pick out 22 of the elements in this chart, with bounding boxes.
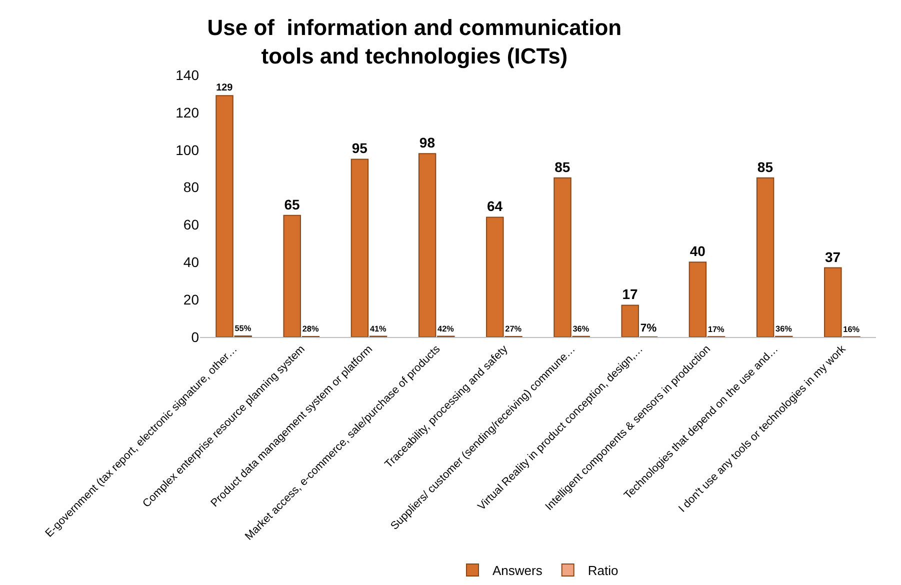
chart-title: Use of information and communication tools and technologies (ICTs) [207, 15, 622, 69]
data-label: 40 [690, 243, 706, 260]
y-tick-label: 20 [183, 291, 200, 308]
data-label: 95 [352, 140, 368, 156]
data-label: 85 [554, 158, 570, 175]
legend-label: Ratio [588, 563, 618, 578]
data-label: 98 [419, 134, 436, 151]
y-tick-label: 40 [183, 254, 200, 270]
data-label: 65 [284, 196, 300, 212]
y-tick-label: 60 [183, 216, 200, 233]
legend-label: Answers [492, 563, 543, 578]
data-label: 85 [757, 158, 774, 175]
data-label: 17 [622, 286, 638, 302]
y-tick-label: 80 [183, 179, 200, 196]
data-label: 7% [640, 322, 657, 334]
y-tick-label: 140 [176, 66, 200, 83]
data-label: 64 [487, 198, 503, 214]
data-label: 129 [216, 82, 234, 94]
y-tick-label: 100 [176, 142, 200, 158]
y-tick-label: 0 [191, 328, 200, 345]
data-label: 37 [825, 248, 841, 265]
y-tick-label: 120 [176, 104, 200, 120]
